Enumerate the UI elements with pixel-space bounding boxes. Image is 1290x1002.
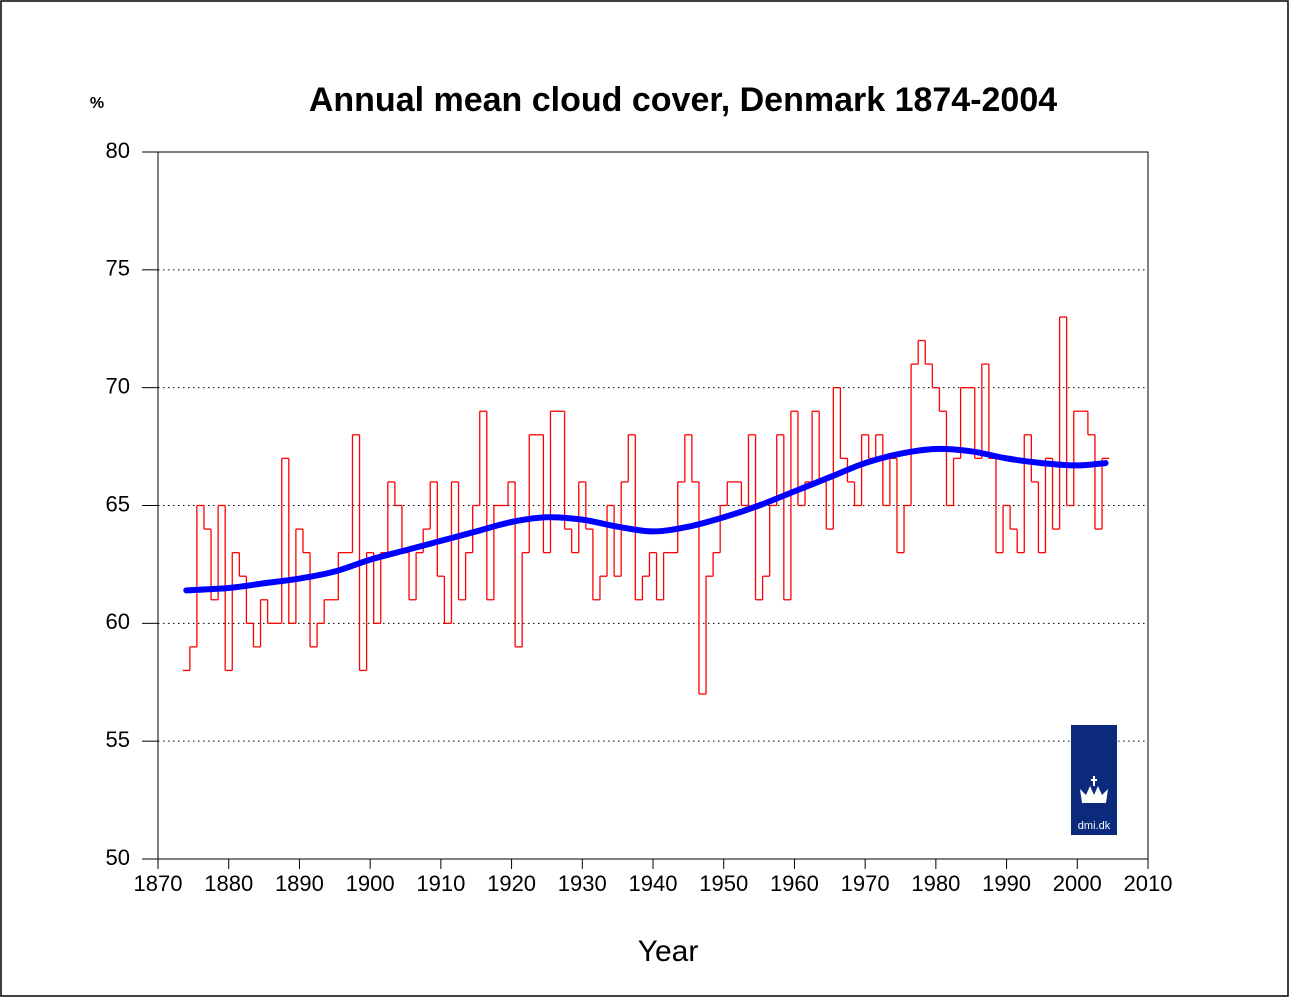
x-tick-label: 1960	[770, 871, 819, 896]
y-tick-label: 80	[106, 138, 130, 163]
x-tick-label: 2000	[1053, 871, 1102, 896]
logo-cross	[1091, 776, 1097, 786]
y-tick-label: 60	[106, 609, 130, 634]
x-tick-label: 1990	[982, 871, 1031, 896]
x-tick-label: 1920	[487, 871, 536, 896]
y-tick-label: 50	[106, 845, 130, 870]
x-tick-label: 1900	[346, 871, 395, 896]
x-tick-label: 1940	[629, 871, 678, 896]
chart-title: Annual mean cloud cover, Denmark 1874-20…	[309, 81, 1057, 119]
y-tick-label: 65	[106, 491, 130, 516]
logo-text: dmi.dk	[1078, 820, 1111, 832]
x-tick-label: 1870	[134, 871, 183, 896]
x-tick-label: 1910	[416, 871, 465, 896]
x-tick-label: 2010	[1124, 871, 1173, 896]
x-tick-label: 1980	[911, 871, 960, 896]
smooth-line	[183, 445, 1109, 594]
x-tick-label: 1950	[699, 871, 748, 896]
x-tick-label: 1890	[275, 871, 324, 896]
x-tick-label: 1880	[204, 871, 253, 896]
y-tick-label: 70	[106, 373, 130, 398]
y-axis-label: %	[90, 95, 104, 112]
logo-crown	[1080, 786, 1108, 803]
y-tick-label: 55	[106, 727, 130, 752]
x-tick-label: 1970	[841, 871, 890, 896]
y-tick-label: 75	[106, 256, 130, 281]
x-axis-label: Year	[638, 935, 699, 968]
logo: dmi.dk	[1071, 725, 1117, 835]
x-tick-label: 1930	[558, 871, 607, 896]
plot-frame	[157, 151, 1149, 860]
